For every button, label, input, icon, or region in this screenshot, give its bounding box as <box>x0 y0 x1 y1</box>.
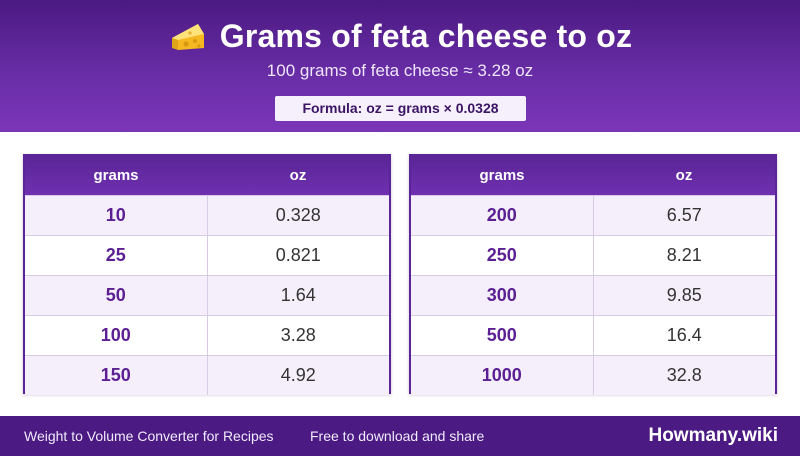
header-banner: Grams of feta cheese to oz 100 grams of … <box>0 0 800 132</box>
table-row: 50 1.64 <box>25 275 389 315</box>
oz-cell: 32.8 <box>666 365 702 385</box>
footer-bar: Weight to Volume Converter for Recipes F… <box>0 416 800 456</box>
grams-cell: 200 <box>411 196 594 235</box>
table-row: 300 9.85 <box>411 275 775 315</box>
grams-cell: 25 <box>25 236 208 275</box>
table-row: 10 0.328 <box>25 195 389 235</box>
column-header-grams: grams <box>479 167 525 184</box>
table-row: 250 8.21 <box>411 235 775 275</box>
converter-link[interactable]: Weight to Volume Converter for Recipes <box>24 428 274 444</box>
column-header-grams: grams <box>93 167 139 184</box>
oz-cell: 0.821 <box>275 245 321 265</box>
oz-cell: 8.21 <box>666 245 702 265</box>
column-header-oz: oz <box>289 167 307 184</box>
grams-cell: 100 <box>25 316 208 355</box>
page-title: Grams of feta cheese to oz <box>219 17 633 54</box>
grams-cell: 10 <box>25 196 208 235</box>
table-row: 150 4.92 <box>25 355 389 395</box>
table-row: 25 0.821 <box>25 235 389 275</box>
cheese-icon <box>168 16 208 56</box>
column-header-oz: oz <box>675 167 693 184</box>
table-header: grams oz <box>25 156 389 195</box>
grams-cell: 1000 <box>411 356 594 395</box>
conversion-table-right: grams oz 200 6.57 250 8.21 300 9.85 500 … <box>409 154 777 395</box>
oz-cell: 3.28 <box>280 325 316 345</box>
title-row: Grams of feta cheese to oz <box>0 14 800 58</box>
conversion-summary: 100 grams of feta cheese ≈ 3.28 oz <box>266 61 534 80</box>
conversion-table-left: grams oz 10 0.328 25 0.821 50 1.64 100 3… <box>23 154 391 395</box>
site-brand[interactable]: Howmany.wiki <box>648 425 778 446</box>
table-row: 500 16.4 <box>411 315 775 355</box>
oz-cell: 9.85 <box>666 285 702 305</box>
oz-cell: 16.4 <box>666 325 702 345</box>
grams-cell: 300 <box>411 276 594 315</box>
grams-cell: 150 <box>25 356 208 395</box>
table-row: 1000 32.8 <box>411 355 775 395</box>
table-row: 100 3.28 <box>25 315 389 355</box>
grams-cell: 500 <box>411 316 594 355</box>
oz-cell: 6.57 <box>666 205 702 225</box>
share-note: Free to download and share <box>310 428 485 444</box>
formula-badge: Formula: oz = grams × 0.0328 <box>275 96 526 121</box>
table-header: grams oz <box>411 156 775 195</box>
oz-cell: 4.92 <box>280 365 316 385</box>
grams-cell: 50 <box>25 276 208 315</box>
oz-cell: 1.64 <box>280 285 316 305</box>
oz-cell: 0.328 <box>275 205 321 225</box>
grams-cell: 250 <box>411 236 594 275</box>
table-row: 200 6.57 <box>411 195 775 235</box>
